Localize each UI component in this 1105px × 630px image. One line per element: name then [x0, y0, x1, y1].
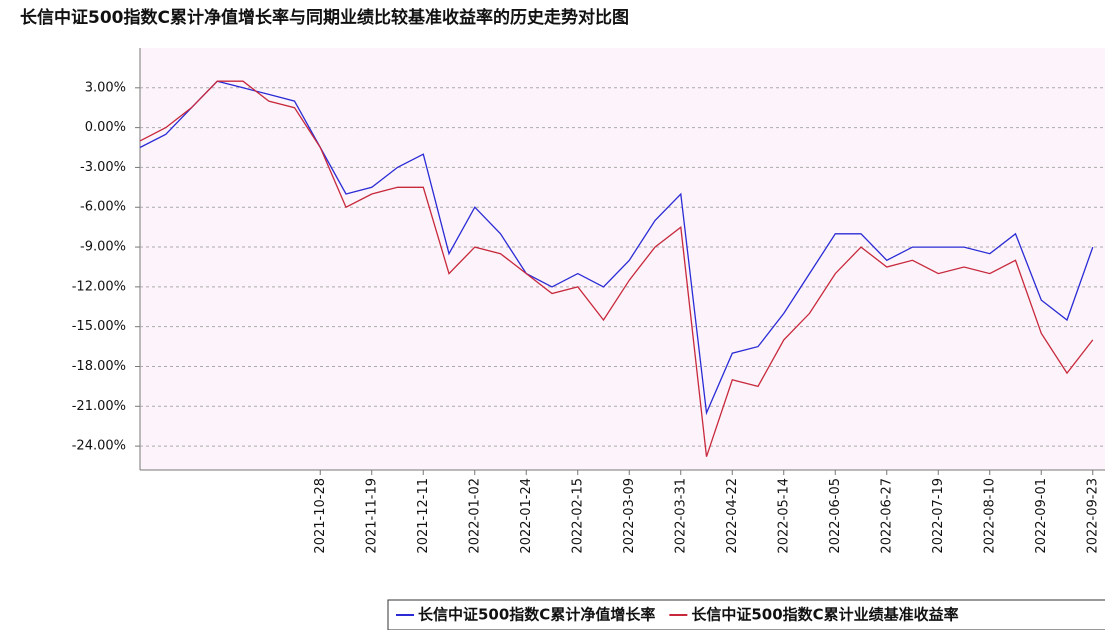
page: 长信中证500指数C累计净值增长率与同期业绩比较基准收益率的历史走势对比图 3.… [0, 0, 1105, 630]
x-tick-label: 2022-09-01 [1034, 478, 1049, 554]
x-tick-label: 2022-07-19 [931, 478, 946, 554]
y-tick-label: -18.00% [72, 359, 126, 374]
y-tick-label: 3.00% [85, 80, 126, 95]
x-tick-label: 2022-01-24 [519, 478, 534, 554]
y-tick-label: -21.00% [72, 399, 126, 414]
x-tick-label: 2022-02-15 [570, 478, 585, 554]
x-tick-label: 2022-09-23 [1085, 478, 1100, 554]
legend-label: 长信中证500指数C累计业绩基准收益率 [691, 606, 958, 624]
x-tick-label: 2022-03-09 [622, 478, 637, 554]
x-tick-label: 2021-10-28 [313, 478, 328, 554]
y-tick-label: -6.00% [80, 200, 126, 215]
chart: 长信中证500指数C累计净值增长率与同期业绩比较基准收益率的历史走势对比图 3.… [0, 0, 1105, 630]
legend-label: 长信中证500指数C累计净值增长率 [418, 606, 655, 624]
y-tick-label: -15.00% [72, 319, 126, 334]
chart-title: 长信中证500指数C累计净值增长率与同期业绩比较基准收益率的历史走势对比图 [20, 7, 629, 28]
x-tick-label: 2022-01-02 [467, 478, 482, 554]
x-tick-label: 2021-11-19 [364, 478, 379, 554]
y-tick-label: -24.00% [72, 439, 126, 454]
x-tick-label: 2022-06-27 [879, 478, 894, 554]
x-tick-label: 2022-06-05 [828, 478, 843, 554]
x-tick-label: 2022-03-31 [673, 478, 688, 554]
y-tick-label: 0.00% [85, 120, 126, 135]
x-tick-label: 2022-05-14 [776, 478, 791, 554]
y-tick-label: -9.00% [80, 240, 126, 255]
y-tick-label: -3.00% [80, 160, 126, 175]
x-tick-label: 2022-08-10 [982, 478, 997, 554]
x-tick-label: 2021-12-11 [416, 478, 431, 554]
x-tick-label: 2022-04-22 [725, 478, 740, 554]
y-tick-label: -12.00% [72, 279, 126, 294]
